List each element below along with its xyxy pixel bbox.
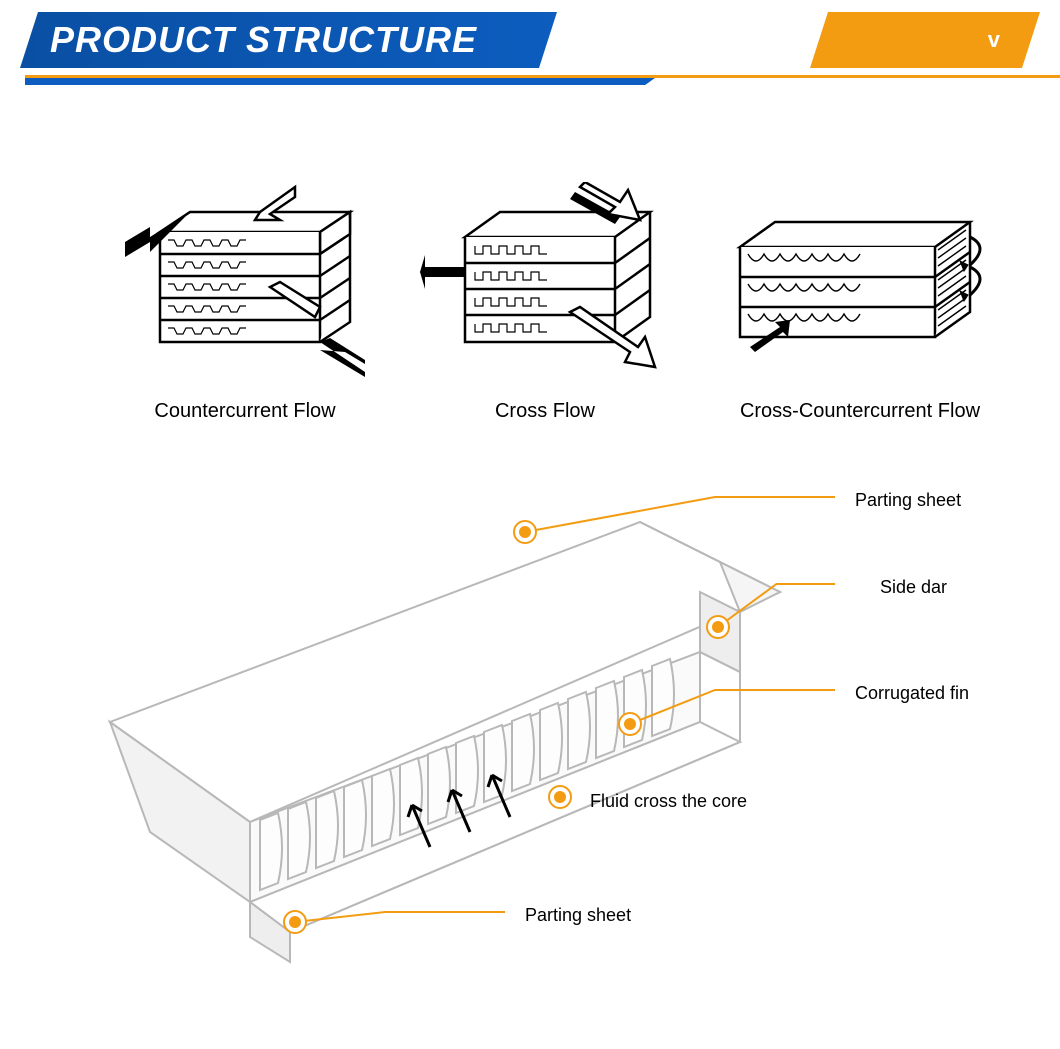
flow-caption: Countercurrent Flow (110, 400, 380, 423)
title-banner: PRODUCT STRUCTURE (20, 12, 557, 68)
component-svg (0, 472, 1060, 1032)
underline-orange (25, 68, 1060, 78)
flow-caption: Cross Flow (420, 400, 670, 423)
crosscounter-svg (720, 192, 1000, 392)
flow-diagram-countercurrent: Countercurrent Flow (110, 182, 380, 423)
countercurrent-svg (120, 182, 370, 392)
flow-caption: Cross-Countercurrent Flow (710, 400, 1010, 423)
crossflow-svg (420, 182, 670, 392)
callout-label: Corrugated fin (855, 683, 969, 704)
flow-diagrams-row: Countercurrent Flow (0, 182, 1060, 462)
callout-label: Parting sheet (855, 490, 961, 511)
underline-blue (25, 78, 655, 85)
exchanger-body (110, 522, 780, 962)
chevron-down-icon: v (988, 27, 1000, 53)
section-title: PRODUCT STRUCTURE (50, 19, 477, 61)
accent-banner: v (810, 12, 1040, 68)
callout-label: Fluid cross the core (590, 791, 747, 812)
callout-label: Parting sheet (525, 905, 631, 926)
callout-label: Side dar (880, 577, 947, 598)
section-header: PRODUCT STRUCTURE v (0, 12, 1060, 112)
flow-diagram-cross: Cross Flow (420, 182, 670, 423)
flow-diagram-cross-counter: Cross-Countercurrent Flow (710, 192, 1010, 423)
component-diagram: Parting sheet Side dar Corrugated fin Fluid… (0, 472, 1060, 1032)
